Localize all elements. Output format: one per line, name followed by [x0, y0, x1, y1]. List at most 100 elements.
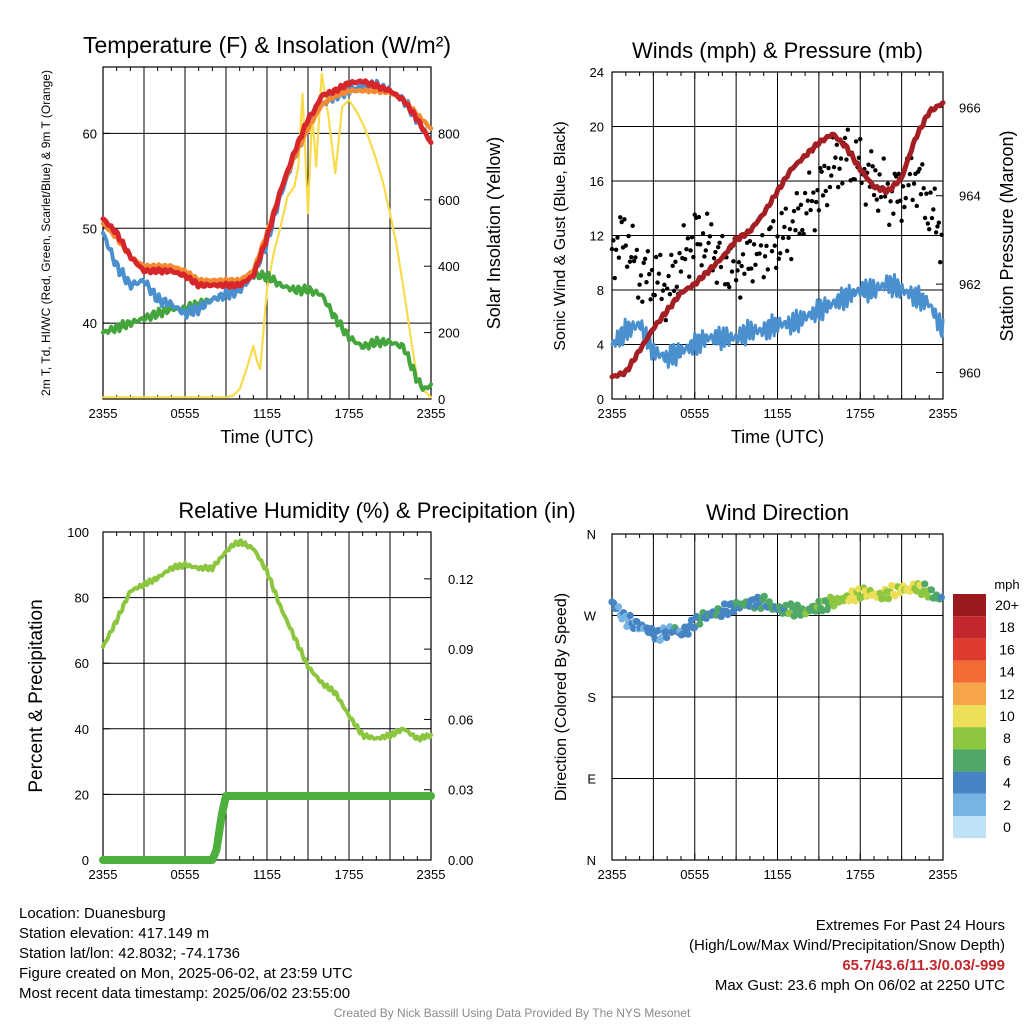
gust-point [715, 245, 721, 250]
y2-tick-label: 800 [438, 126, 460, 141]
gust-point [684, 246, 689, 252]
y2-tick-label: 0.03 [448, 783, 473, 798]
gust-point [647, 272, 652, 277]
gust-point [713, 249, 718, 255]
wind-direction-panel: 2355 0555 1155 1755 2355 Wind Direction N E S W N D… [553, 500, 957, 882]
gust-point [797, 231, 802, 236]
direction-point [610, 599, 618, 607]
gust-point [856, 155, 862, 161]
gust-point [674, 284, 680, 289]
y-axis-label: Direction (Colored By Speed) [553, 593, 570, 801]
gust-point [812, 228, 817, 233]
gust-point [688, 248, 693, 253]
gust-point [801, 231, 806, 237]
gust-point [829, 173, 834, 178]
gust-point [903, 195, 908, 201]
gust-point [653, 254, 659, 260]
gust-point [624, 264, 630, 269]
colorbar-label: 14 [999, 664, 1015, 680]
direction-point [658, 634, 666, 642]
gust-point [911, 181, 917, 186]
gust-point [720, 233, 725, 239]
chart-title: Winds (mph) & Pressure (mb) [632, 38, 923, 63]
y-tick-label: E [587, 772, 596, 787]
gust-point [627, 259, 633, 264]
direction-point [626, 611, 634, 620]
y-tick-label: 60 [83, 126, 97, 141]
station-info: Location: Duanesburg Station elevation: … [19, 904, 353, 1004]
precip-line [99, 792, 435, 864]
gust-point [824, 203, 830, 208]
x-tick-label: 0555 [171, 867, 200, 882]
gust-point [928, 190, 933, 195]
gust-point [622, 217, 627, 222]
gust-point [833, 155, 838, 160]
gust-point [902, 204, 907, 210]
gust-point [772, 243, 777, 248]
gust-point [662, 282, 667, 288]
gust-point [804, 211, 809, 216]
gust-point [794, 191, 800, 196]
gust-point [873, 168, 878, 173]
x-tick-label: 2355 [598, 867, 627, 882]
gust-point [910, 197, 915, 203]
colorbar-swatch [953, 705, 986, 728]
colorbar-label: 8 [1003, 730, 1011, 746]
gust-point [811, 190, 816, 195]
gust-point [709, 222, 714, 227]
y-tick-label: S [587, 690, 596, 705]
gust-point [656, 271, 662, 276]
y2-tick-label: 600 [438, 193, 460, 208]
direction-point [927, 586, 936, 594]
direction-point [921, 580, 929, 588]
y-tick-label: 16 [590, 174, 604, 189]
gust-point [652, 292, 657, 298]
chart-title: Wind Direction [706, 500, 849, 525]
gust-point [939, 232, 944, 237]
gust-point [899, 218, 904, 224]
gust-point [840, 181, 845, 186]
gust-point [733, 278, 739, 283]
gust-point [835, 184, 841, 190]
gust-point [816, 208, 822, 213]
gust-point [858, 136, 863, 142]
y2-tick-label: 0 [438, 392, 445, 407]
y-tick-label: 0 [597, 392, 604, 407]
gust-point [907, 171, 913, 177]
x-tick-label: 2355 [598, 406, 627, 421]
y2-axis-label: Station Pressure (Maroon) [997, 130, 1017, 341]
y-tick-label: N [587, 853, 596, 868]
colorbar-label: 4 [1003, 775, 1011, 791]
x-tick-label: 0555 [680, 406, 709, 421]
colorbar-swatch [953, 749, 986, 772]
gust-point [842, 135, 848, 141]
rh-line [101, 538, 433, 743]
gust-point [815, 188, 820, 193]
gust-point [747, 238, 753, 244]
y-tick-label: 40 [75, 722, 89, 737]
colorbar-swatch [953, 594, 986, 617]
colorbar-swatch [953, 793, 986, 816]
gust-point [924, 191, 929, 196]
gust-point [869, 149, 874, 154]
colorbar-swatch [953, 638, 986, 661]
colorbar-label: 18 [999, 619, 1015, 635]
x-tick-label: 2355 [417, 867, 446, 882]
y-tick-label: 80 [75, 591, 89, 606]
gust-point [776, 256, 782, 261]
y2-tick-label: 0.09 [448, 642, 473, 657]
gust-point [831, 164, 837, 170]
gust-point [681, 223, 686, 228]
gust-point [791, 208, 797, 214]
gust-point [769, 248, 775, 254]
humidity-panel: 2355 0555 1155 1755 2355 Relative Humidity (%… [26, 498, 576, 882]
direction-point [615, 603, 623, 611]
gust-point [921, 186, 926, 191]
gust-point [823, 188, 828, 194]
gust-point [751, 242, 757, 247]
x-tick-label: 1155 [764, 867, 792, 882]
gust-point [834, 142, 840, 148]
y-tick-label: 0 [82, 853, 89, 868]
colorbar-title: mph [994, 577, 1019, 592]
gust-point [798, 202, 804, 208]
